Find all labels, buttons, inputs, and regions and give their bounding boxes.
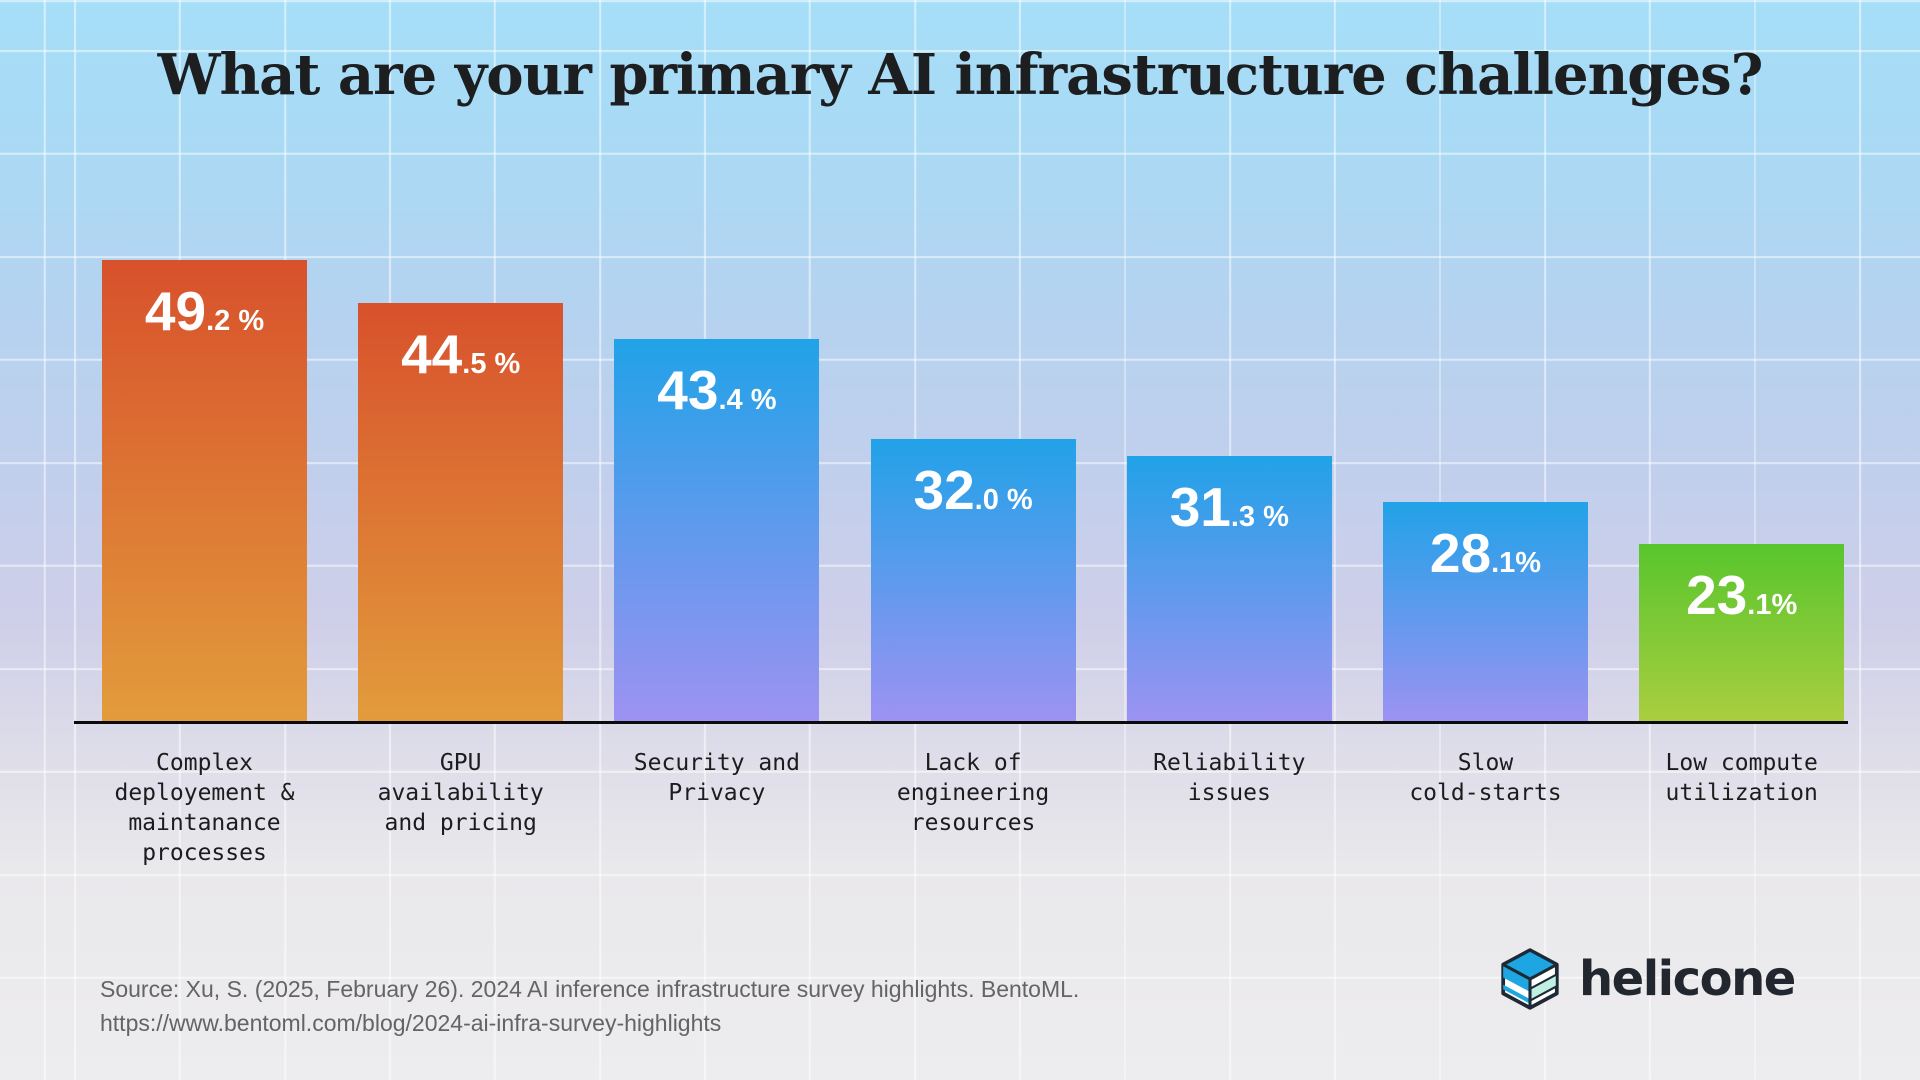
category-label: Security and Privacy — [633, 750, 800, 806]
category-label: Lack of engineering resources — [896, 750, 1050, 836]
brand-name: helicone — [1579, 951, 1796, 1007]
bar-value-label: 31.3 % — [1127, 456, 1332, 535]
bar-value-fraction: .5 % — [462, 348, 521, 380]
bar-value-integer: 31 — [1169, 476, 1231, 538]
bar-value-fraction: .1% — [1491, 547, 1542, 579]
source-url: https://www.bentoml.com/blog/2024-ai-inf… — [100, 1010, 722, 1036]
bar-6: 28.1% — [1383, 502, 1588, 724]
x-axis-baseline — [74, 721, 1848, 724]
bar-value-fraction: .3 % — [1230, 501, 1289, 533]
source-citation: Source: Xu, S. (2025, February 26). 2024… — [100, 972, 1079, 1040]
category-label: Reliability issues — [1153, 750, 1306, 806]
category-label: Low compute utilization — [1665, 750, 1818, 806]
category-label: GPU availability and pricing — [377, 750, 544, 836]
category-label: Complex deployement & maintanance proces… — [114, 750, 295, 866]
bar-value-fraction: .2 % — [206, 305, 265, 337]
bar-value-label: 43.4 % — [614, 339, 819, 418]
bar-value-integer: 44 — [401, 323, 463, 385]
bar-value-label: 32.0 % — [871, 439, 1076, 518]
bar-value-label: 49.2 % — [102, 260, 307, 339]
bar-value-fraction: .1% — [1747, 589, 1798, 621]
bar-5: 31.3 % — [1126, 456, 1332, 724]
bar-value-label: 23.1% — [1639, 544, 1844, 623]
source-citation-line1: Source: Xu, S. (2025, February 26). 2024… — [100, 976, 1080, 1002]
bar-2: 44.5 % — [358, 303, 564, 724]
bar-value-integer: 32 — [913, 459, 975, 521]
bar-4: 32.0 % — [870, 439, 1076, 724]
bar-value-label: 44.5 % — [358, 303, 563, 382]
bar-value-fraction: .4 % — [718, 384, 777, 416]
bar-value-integer: 28 — [1429, 522, 1492, 584]
bar-value-fraction: .0 % — [974, 484, 1033, 516]
chart-title: What are your primary AI infrastructure … — [157, 42, 1764, 108]
brand-lockup: helicone — [1497, 948, 1796, 1010]
bar-7: 23.1% — [1639, 544, 1845, 724]
category-label: Slow cold-starts — [1409, 750, 1562, 806]
bar-value-label: 28.1% — [1383, 502, 1588, 581]
bar-value-integer: 43 — [657, 359, 719, 421]
bar-value-integer: 49 — [144, 280, 207, 342]
bar-value-integer: 23 — [1686, 564, 1748, 626]
bar-3: 43.4 % — [614, 339, 820, 724]
helicone-cube-logo-icon — [1501, 948, 1559, 1010]
bar-1: 49.2 % — [102, 260, 307, 724]
